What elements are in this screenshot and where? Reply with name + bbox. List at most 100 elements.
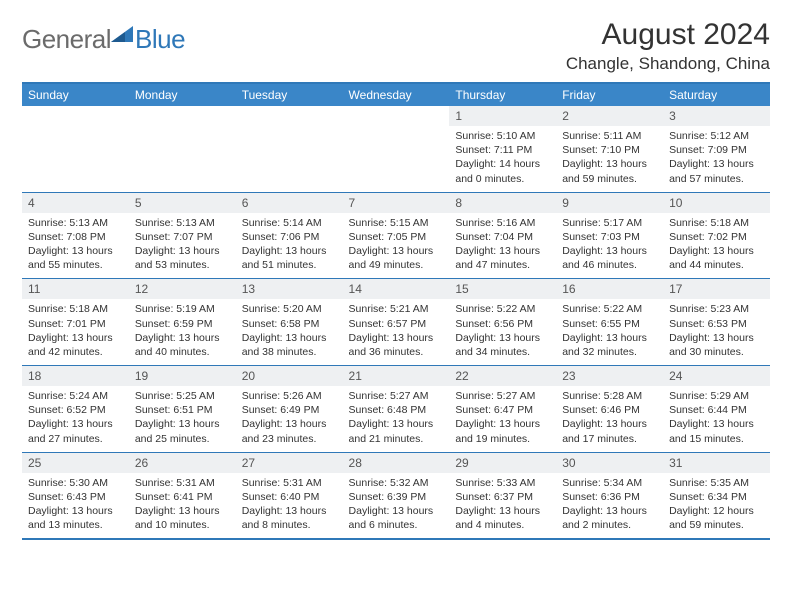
day-number: 23 — [556, 366, 663, 386]
day-content: Sunrise: 5:13 AMSunset: 7:07 PMDaylight:… — [129, 213, 236, 279]
day-number: 31 — [663, 453, 770, 473]
calendar-cell: 8 Sunrise: 5:16 AMSunset: 7:04 PMDaylight… — [449, 192, 556, 279]
daylight-text: Daylight: 13 hours and 49 minutes. — [349, 244, 444, 272]
calendar-cell: 10Sunrise: 5:18 AMSunset: 7:02 PMDayligh… — [663, 192, 770, 279]
sunset-text: Sunset: 7:04 PM — [455, 230, 550, 244]
day-number: 29 — [449, 453, 556, 473]
day-number: 18 — [22, 366, 129, 386]
calendar-cell: 9Sunrise: 5:17 AMSunset: 7:03 PMDaylight… — [556, 192, 663, 279]
day-number: 28 — [343, 453, 450, 473]
day-number: 22 — [449, 366, 556, 386]
calendar-cell: 12Sunrise: 5:19 AMSunset: 6:59 PMDayligh… — [129, 279, 236, 366]
sunset-text: Sunset: 7:11 PM — [455, 143, 550, 157]
sunrise-text: Sunrise: 5:29 AM — [669, 389, 764, 403]
day-number: 7 — [343, 193, 450, 213]
sunrise-text: Sunrise: 5:16 AM — [455, 216, 550, 230]
calendar-cell: 28Sunrise: 5:32 AMSunset: 6:39 PMDayligh… — [343, 452, 450, 539]
calendar-cell: 6Sunrise: 5:14 AMSunset: 7:06 PMDaylight… — [236, 192, 343, 279]
col-tuesday: Tuesday — [236, 83, 343, 106]
day-content: Sunrise: 5:31 AMSunset: 6:40 PMDaylight:… — [236, 473, 343, 539]
sunset-text: Sunset: 6:41 PM — [135, 490, 230, 504]
sunset-text: Sunset: 6:58 PM — [242, 317, 337, 331]
calendar-page: General Blue August 2024 Changle, Shando… — [0, 0, 792, 558]
calendar-cell: 23Sunrise: 5:28 AMSunset: 6:46 PMDayligh… — [556, 366, 663, 453]
sunrise-text: Sunrise: 5:28 AM — [562, 389, 657, 403]
sunset-text: Sunset: 7:10 PM — [562, 143, 657, 157]
sunrise-text: Sunrise: 5:18 AM — [28, 302, 123, 316]
calendar-cell: 20Sunrise: 5:26 AMSunset: 6:49 PMDayligh… — [236, 366, 343, 453]
day-number: 25 — [22, 453, 129, 473]
day-number: 14 — [343, 279, 450, 299]
sunset-text: Sunset: 7:05 PM — [349, 230, 444, 244]
day-content: Sunrise: 5:27 AMSunset: 6:47 PMDaylight:… — [449, 386, 556, 452]
sunrise-text: Sunrise: 5:13 AM — [28, 216, 123, 230]
sunset-text: Sunset: 6:51 PM — [135, 403, 230, 417]
sunrise-text: Sunrise: 5:27 AM — [455, 389, 550, 403]
sunset-text: Sunset: 6:46 PM — [562, 403, 657, 417]
calendar-cell — [343, 106, 450, 192]
day-content: Sunrise: 5:22 AMSunset: 6:56 PMDaylight:… — [449, 299, 556, 365]
calendar-row: 4Sunrise: 5:13 AMSunset: 7:08 PMDaylight… — [22, 192, 770, 279]
day-content: Sunrise: 5:25 AMSunset: 6:51 PMDaylight:… — [129, 386, 236, 452]
day-number: 2 — [556, 106, 663, 126]
day-content: Sunrise: 5:29 AMSunset: 6:44 PMDaylight:… — [663, 386, 770, 452]
day-content: Sunrise: 5:14 AMSunset: 7:06 PMDaylight:… — [236, 213, 343, 279]
col-saturday: Saturday — [663, 83, 770, 106]
sunrise-text: Sunrise: 5:14 AM — [242, 216, 337, 230]
sunset-text: Sunset: 6:52 PM — [28, 403, 123, 417]
daylight-text: Daylight: 13 hours and 30 minutes. — [669, 331, 764, 359]
day-content: Sunrise: 5:27 AMSunset: 6:48 PMDaylight:… — [343, 386, 450, 452]
col-wednesday: Wednesday — [343, 83, 450, 106]
day-number: 30 — [556, 453, 663, 473]
day-number: 9 — [556, 193, 663, 213]
daylight-text: Daylight: 13 hours and 55 minutes. — [28, 244, 123, 272]
calendar-cell: 27Sunrise: 5:31 AMSunset: 6:40 PMDayligh… — [236, 452, 343, 539]
day-number: 16 — [556, 279, 663, 299]
daylight-text: Daylight: 13 hours and 53 minutes. — [135, 244, 230, 272]
calendar-cell: 2Sunrise: 5:11 AMSunset: 7:10 PMDaylight… — [556, 106, 663, 192]
day-number: 15 — [449, 279, 556, 299]
day-content: Sunrise: 5:31 AMSunset: 6:41 PMDaylight:… — [129, 473, 236, 539]
day-number: 8 — [449, 193, 556, 213]
col-friday: Friday — [556, 83, 663, 106]
day-number: 5 — [129, 193, 236, 213]
daylight-text: Daylight: 13 hours and 23 minutes. — [242, 417, 337, 445]
day-content: Sunrise: 5:15 AMSunset: 7:05 PMDaylight:… — [343, 213, 450, 279]
sunset-text: Sunset: 7:03 PM — [562, 230, 657, 244]
calendar-cell: 29Sunrise: 5:33 AMSunset: 6:37 PMDayligh… — [449, 452, 556, 539]
day-content: Sunrise: 5:18 AMSunset: 7:02 PMDaylight:… — [663, 213, 770, 279]
daylight-text: Daylight: 13 hours and 46 minutes. — [562, 244, 657, 272]
daylight-text: Daylight: 13 hours and 13 minutes. — [28, 504, 123, 532]
sunset-text: Sunset: 6:34 PM — [669, 490, 764, 504]
calendar-cell: 19Sunrise: 5:25 AMSunset: 6:51 PMDayligh… — [129, 366, 236, 453]
daylight-text: Daylight: 13 hours and 47 minutes. — [455, 244, 550, 272]
daylight-text: Daylight: 13 hours and 32 minutes. — [562, 331, 657, 359]
day-content: Sunrise: 5:35 AMSunset: 6:34 PMDaylight:… — [663, 473, 770, 539]
sunrise-text: Sunrise: 5:21 AM — [349, 302, 444, 316]
sunrise-text: Sunrise: 5:12 AM — [669, 129, 764, 143]
sunrise-text: Sunrise: 5:10 AM — [455, 129, 550, 143]
day-content: Sunrise: 5:32 AMSunset: 6:39 PMDaylight:… — [343, 473, 450, 539]
day-number: 17 — [663, 279, 770, 299]
daylight-text: Daylight: 13 hours and 51 minutes. — [242, 244, 337, 272]
day-number: 11 — [22, 279, 129, 299]
sunset-text: Sunset: 6:56 PM — [455, 317, 550, 331]
day-content: Sunrise: 5:28 AMSunset: 6:46 PMDaylight:… — [556, 386, 663, 452]
day-content: Sunrise: 5:34 AMSunset: 6:36 PMDaylight:… — [556, 473, 663, 539]
sunset-text: Sunset: 7:09 PM — [669, 143, 764, 157]
logo: General Blue — [22, 18, 185, 55]
sunset-text: Sunset: 6:39 PM — [349, 490, 444, 504]
day-content: Sunrise: 5:13 AMSunset: 7:08 PMDaylight:… — [22, 213, 129, 279]
day-content: Sunrise: 5:12 AMSunset: 7:09 PMDaylight:… — [663, 126, 770, 192]
sunset-text: Sunset: 6:36 PM — [562, 490, 657, 504]
day-content: Sunrise: 5:30 AMSunset: 6:43 PMDaylight:… — [22, 473, 129, 539]
daylight-text: Daylight: 13 hours and 57 minutes. — [669, 157, 764, 185]
calendar-cell: 18Sunrise: 5:24 AMSunset: 6:52 PMDayligh… — [22, 366, 129, 453]
daylight-text: Daylight: 12 hours and 59 minutes. — [669, 504, 764, 532]
daylight-text: Daylight: 13 hours and 27 minutes. — [28, 417, 123, 445]
sunset-text: Sunset: 7:01 PM — [28, 317, 123, 331]
col-thursday: Thursday — [449, 83, 556, 106]
calendar-cell: 31Sunrise: 5:35 AMSunset: 6:34 PMDayligh… — [663, 452, 770, 539]
day-number: 21 — [343, 366, 450, 386]
sunset-text: Sunset: 6:55 PM — [562, 317, 657, 331]
